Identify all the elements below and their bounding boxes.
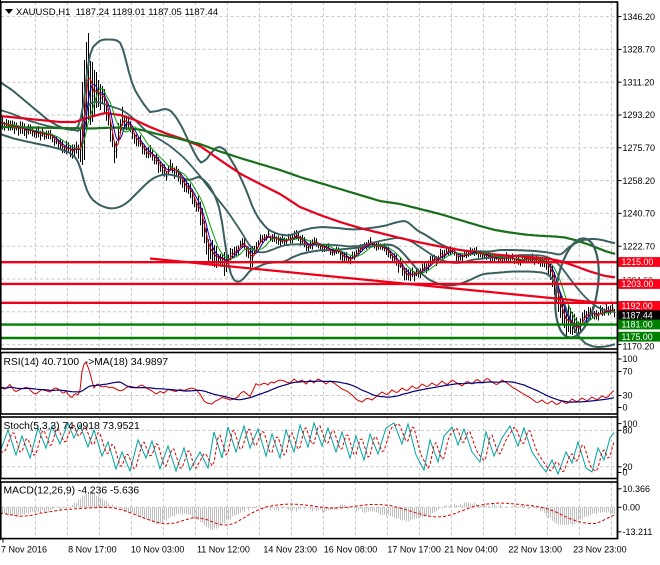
svg-text:80: 80 — [623, 426, 633, 436]
svg-text:1222.70: 1222.70 — [623, 241, 656, 251]
svg-text:14 Nov 23:00: 14 Nov 23:00 — [263, 545, 317, 555]
svg-text:30: 30 — [623, 391, 633, 401]
svg-text:1181.00: 1181.00 — [622, 320, 653, 330]
svg-text:1293.20: 1293.20 — [623, 110, 656, 120]
svg-text:11 Nov 12:00: 11 Nov 12:00 — [197, 545, 250, 555]
svg-text:1311.20: 1311.20 — [623, 77, 655, 87]
svg-text:23 Nov 23:00: 23 Nov 23:00 — [573, 545, 627, 555]
svg-text:10.366: 10.366 — [623, 484, 651, 494]
svg-text:MACD(12,26,9) -4.236 -5.636: MACD(12,26,9) -4.236 -5.636 — [4, 486, 140, 497]
svg-text:RSI(14) 40.7100 ->MA(18) 34.9: RSI(14) 40.7100 ->MA(18) 34.9897 — [4, 357, 169, 368]
svg-text:0: 0 — [623, 468, 628, 478]
svg-text:17 Nov 17:00: 17 Nov 17:00 — [387, 545, 441, 555]
svg-text:1346.20: 1346.20 — [623, 12, 656, 22]
svg-text:1203.00: 1203.00 — [622, 279, 654, 289]
svg-text:10 Nov 03:00: 10 Nov 03:00 — [131, 545, 185, 555]
svg-text:8 Nov 17:00: 8 Nov 17:00 — [68, 545, 117, 555]
svg-text:XAUUSD,H1 1187.24 1189.01 118: XAUUSD,H1 1187.24 1189.01 1187.05 1187.4… — [16, 7, 218, 18]
svg-text:-13.211: -13.211 — [623, 527, 653, 537]
svg-text:1175.00: 1175.00 — [622, 332, 653, 342]
svg-text:1215.00: 1215.00 — [622, 257, 654, 267]
svg-text:22 Nov 13:00: 22 Nov 13:00 — [508, 545, 562, 555]
svg-text:Stoch(5,3,3) 74.0918 73.9521: Stoch(5,3,3) 74.0918 73.9521 — [4, 421, 141, 432]
svg-text:1258.20: 1258.20 — [623, 176, 656, 186]
svg-text:1240.70: 1240.70 — [623, 209, 656, 219]
svg-text:1328.70: 1328.70 — [623, 45, 656, 55]
svg-text:1170.20: 1170.20 — [623, 342, 655, 352]
svg-text:0: 0 — [623, 403, 628, 413]
svg-text:70: 70 — [623, 367, 633, 377]
svg-text:7 Nov 2016: 7 Nov 2016 — [1, 545, 47, 555]
svg-text:0.00: 0.00 — [623, 503, 641, 513]
svg-text:1275.70: 1275.70 — [623, 143, 656, 153]
svg-text:100: 100 — [623, 354, 638, 364]
svg-text:21 Nov 04:00: 21 Nov 04:00 — [444, 545, 498, 555]
svg-text:16 Nov 08:00: 16 Nov 08:00 — [324, 545, 378, 555]
